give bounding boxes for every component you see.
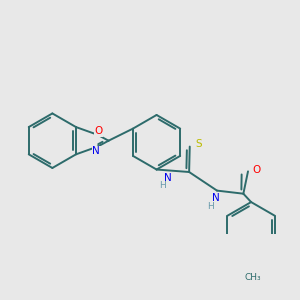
Text: N: N xyxy=(92,146,100,156)
Text: CH₃: CH₃ xyxy=(244,273,261,282)
Text: N: N xyxy=(164,173,171,183)
Text: H: H xyxy=(159,181,166,190)
Text: H: H xyxy=(207,202,214,211)
Text: O: O xyxy=(94,126,102,136)
Text: N: N xyxy=(212,194,219,203)
Text: O: O xyxy=(253,165,261,175)
Text: S: S xyxy=(195,139,202,149)
